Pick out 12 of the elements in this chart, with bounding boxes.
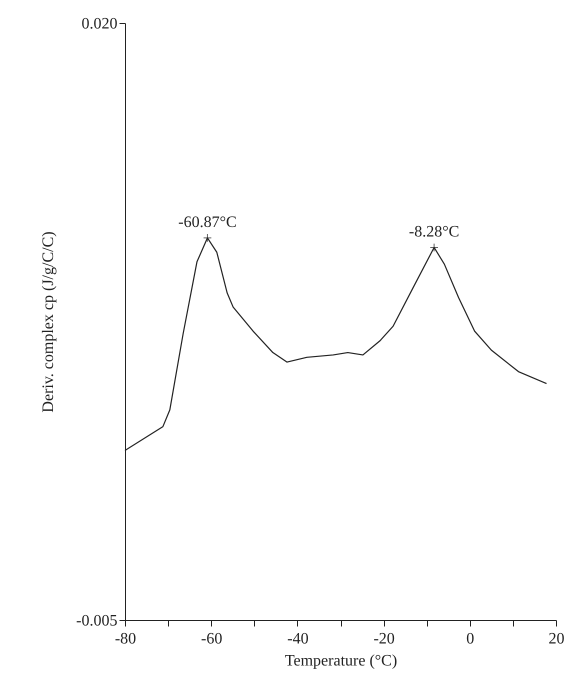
y-tick-label: 0.020 bbox=[82, 16, 118, 32]
x-axis-title: Temperature (°C) bbox=[284, 652, 398, 670]
annotation: -60.87°C bbox=[178, 214, 237, 231]
x-tick-label: -80 bbox=[114, 630, 136, 648]
x-tick-label: -20 bbox=[373, 630, 395, 648]
y-axis-title: Deriv. complex cp (J/g/C/C) bbox=[40, 231, 58, 413]
x-tick-label: 0 bbox=[466, 630, 474, 648]
y-tick-label: -0.005 bbox=[76, 612, 118, 630]
annotation: -8.28°C bbox=[408, 223, 460, 240]
x-tick-label: 20 bbox=[548, 630, 564, 648]
x-tick-label: -40 bbox=[287, 630, 309, 648]
x-tick-label: -60 bbox=[201, 630, 222, 648]
